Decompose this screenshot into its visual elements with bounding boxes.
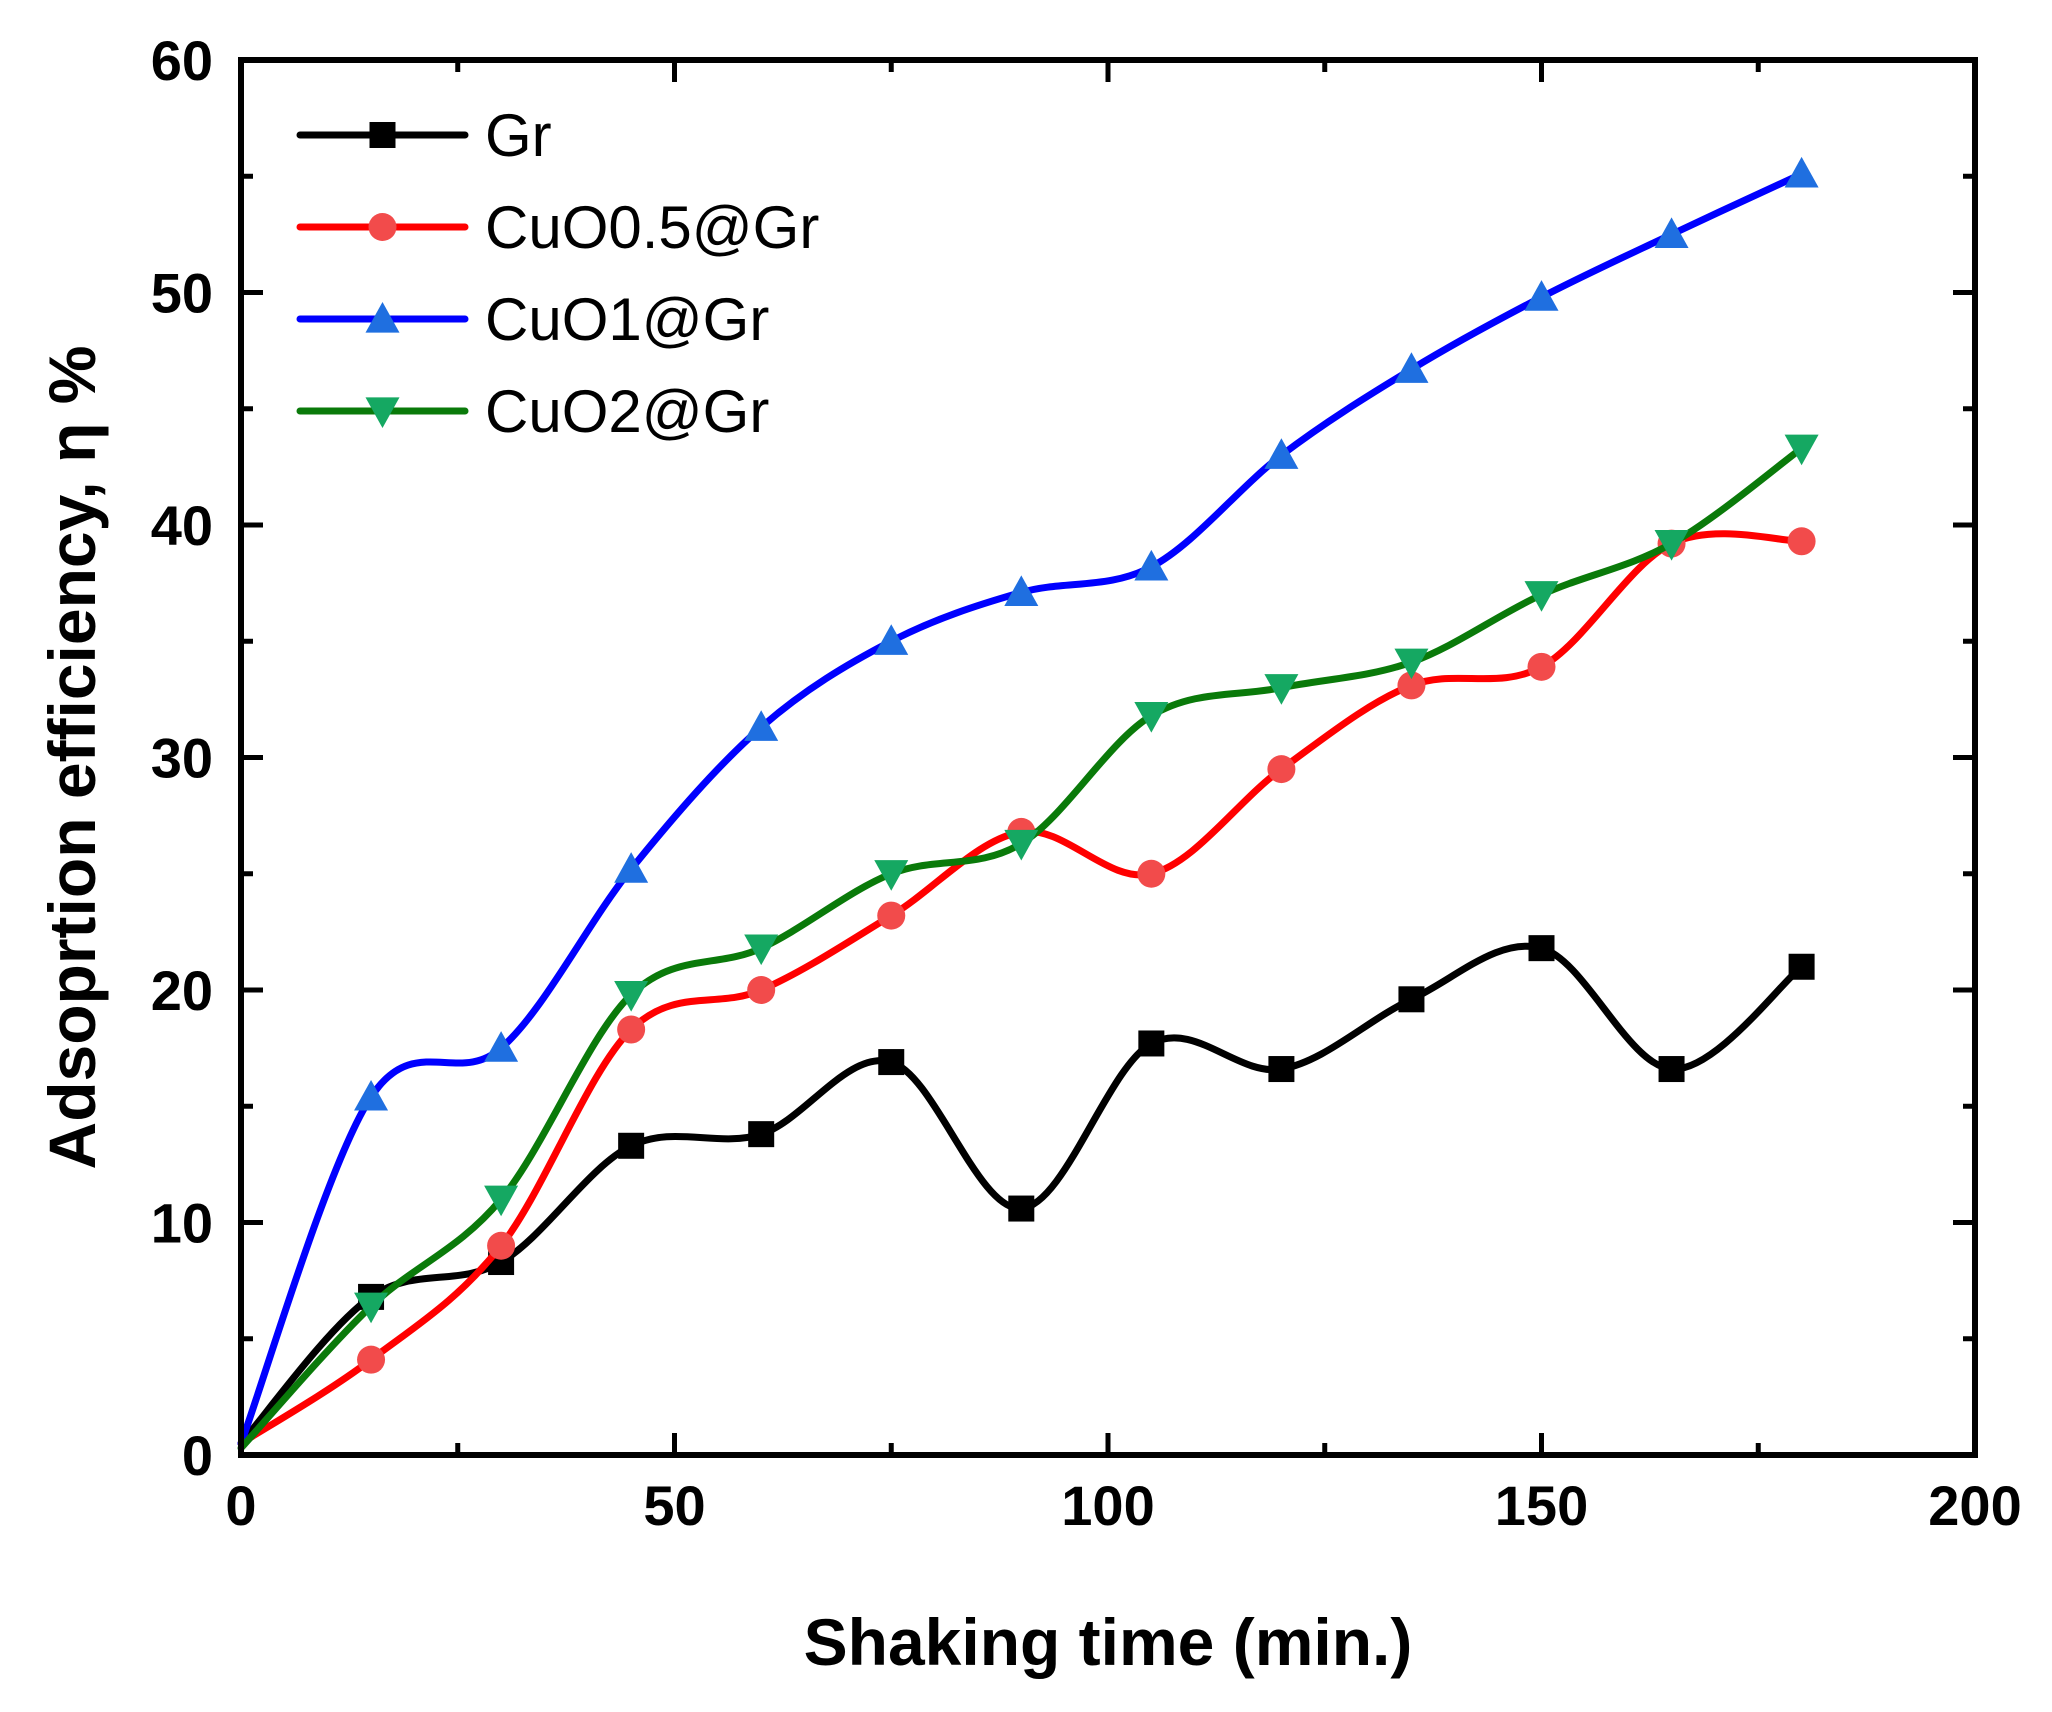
x-tick-label: 150 bbox=[1495, 1474, 1588, 1537]
data-point bbox=[1267, 755, 1296, 784]
data-point bbox=[1008, 1195, 1035, 1222]
data-point bbox=[487, 1231, 516, 1260]
series-CuO0.5@Gr bbox=[237, 527, 1816, 1447]
data-point bbox=[747, 976, 776, 1004]
ticks-layer: 0 50 100 150 200 0 10 20 30 40 50 60 bbox=[151, 29, 2022, 1537]
y-tick-label: 0 bbox=[182, 1424, 213, 1487]
y-tick-label: 10 bbox=[151, 1192, 213, 1255]
data-point bbox=[1264, 674, 1299, 705]
series-layer bbox=[237, 156, 1819, 1452]
data-point bbox=[1658, 1056, 1685, 1083]
x-tick-label: 100 bbox=[1061, 1474, 1154, 1537]
legend-item: CuO1@Gr bbox=[296, 286, 769, 353]
data-point bbox=[1268, 1056, 1295, 1083]
data-point bbox=[878, 1049, 905, 1076]
data-point bbox=[614, 852, 649, 883]
data-point bbox=[614, 981, 649, 1012]
data-point bbox=[1397, 671, 1426, 700]
data-point bbox=[748, 1121, 775, 1148]
data-point bbox=[354, 1292, 389, 1324]
legend-label: CuO1@Gr bbox=[485, 286, 769, 353]
x-tick-label: 50 bbox=[643, 1474, 705, 1537]
series-line bbox=[237, 942, 1806, 1447]
data-point bbox=[1654, 530, 1689, 561]
data-point bbox=[1524, 581, 1559, 612]
data-point bbox=[1394, 648, 1429, 680]
y-tick-label: 50 bbox=[151, 262, 213, 325]
data-point bbox=[1787, 527, 1816, 556]
legend-label: Gr bbox=[485, 102, 552, 169]
series-CuO2@Gr bbox=[237, 434, 1819, 1452]
series-line bbox=[237, 170, 1806, 1447]
data-point bbox=[877, 901, 906, 930]
data-point bbox=[1784, 156, 1819, 188]
data-point bbox=[874, 860, 909, 891]
x-axis-title: Shaking time (min.) bbox=[804, 1605, 1413, 1679]
data-point bbox=[1004, 575, 1039, 607]
y-tick-label: 40 bbox=[151, 494, 213, 557]
series-CuO1@Gr bbox=[237, 156, 1819, 1447]
data-point bbox=[744, 934, 779, 966]
legend-label: CuO0.5@Gr bbox=[485, 194, 819, 261]
data-point bbox=[354, 1079, 389, 1111]
data-point bbox=[1528, 935, 1555, 962]
legend-marker bbox=[369, 122, 396, 148]
data-point bbox=[1398, 986, 1425, 1013]
data-point bbox=[1524, 280, 1559, 311]
data-point bbox=[618, 1132, 645, 1159]
data-point bbox=[357, 1345, 386, 1374]
data-point bbox=[484, 1031, 519, 1062]
y-axis-title: Adsoprtion efficiency, η % bbox=[35, 346, 109, 1170]
data-point bbox=[1654, 217, 1689, 248]
data-point bbox=[484, 1185, 519, 1217]
data-point bbox=[1004, 829, 1039, 861]
data-point bbox=[1788, 953, 1815, 980]
data-point bbox=[874, 624, 909, 655]
x-tick-label: 0 bbox=[225, 1474, 256, 1537]
legend-marker bbox=[368, 213, 397, 241]
data-point bbox=[1134, 702, 1169, 733]
legend-item: CuO2@Gr bbox=[296, 378, 769, 445]
legend: Gr CuO0.5@Gr CuO1@Gr CuO2@Gr bbox=[296, 102, 819, 445]
data-point bbox=[1134, 549, 1169, 581]
legend-marker bbox=[365, 302, 400, 333]
data-point bbox=[1137, 859, 1166, 888]
data-point bbox=[744, 710, 779, 741]
data-point bbox=[1784, 434, 1819, 466]
data-point bbox=[1264, 438, 1299, 469]
series-line bbox=[237, 530, 1806, 1447]
data-point bbox=[1138, 1030, 1165, 1057]
series-Gr bbox=[237, 935, 1815, 1447]
x-tick-label: 200 bbox=[1928, 1474, 2021, 1537]
data-point bbox=[1394, 352, 1429, 383]
legend-item: Gr bbox=[296, 102, 552, 169]
data-point bbox=[1527, 652, 1556, 681]
legend-label: CuO2@Gr bbox=[485, 378, 769, 445]
y-tick-label: 60 bbox=[151, 29, 213, 92]
y-tick-label: 30 bbox=[151, 727, 213, 790]
legend-marker bbox=[365, 397, 400, 428]
y-tick-label: 20 bbox=[151, 959, 213, 1022]
data-point bbox=[617, 1015, 646, 1044]
legend-item: CuO0.5@Gr bbox=[296, 194, 819, 261]
